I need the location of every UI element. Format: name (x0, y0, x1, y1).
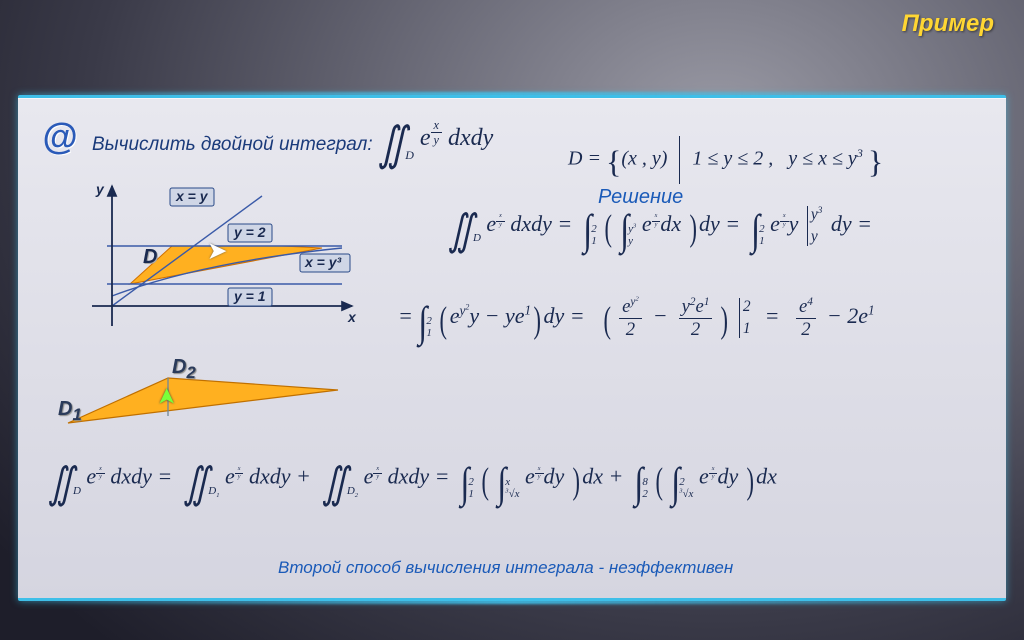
at-icon: @ (42, 116, 77, 158)
content-panel: @ Вычислить двойной интеграл: ∬ D exy dx… (18, 95, 1006, 601)
domain-definition: D = {(x , y) 1 ≤ y ≤ 2 , y ≤ x ≤ y3 } (568, 136, 883, 184)
region-D-label: D (143, 246, 157, 269)
problem-integral: ∬ D exy dxdy (378, 118, 493, 165)
D1-label: D1 (58, 398, 82, 425)
D2-label: D2 (172, 356, 196, 383)
svg-text:y = 2: y = 2 (233, 224, 266, 240)
svg-text:y: y (95, 181, 105, 197)
svg-text:y = 1: y = 1 (233, 288, 266, 304)
solution-step-1: ∬D exy dxdy = ∫21 ( ∫y3y exydx )dy = ∫21… (448, 206, 872, 250)
arrow-icon: ➤ (208, 238, 226, 264)
footnote: Второй способ вычисления интеграла - неэ… (278, 558, 733, 578)
split-region-diagram (48, 368, 348, 438)
svg-text:x: x (347, 309, 357, 325)
svg-text:x = y: x = y (175, 188, 209, 204)
problem-text: Вычислить двойной интеграл: (92, 134, 373, 156)
arrow-up-icon: ➤ (154, 388, 179, 405)
alternative-method: ∬D exy dxdy = ∬D1 exy dxdy + ∬D2 exy dxd… (48, 460, 777, 503)
solution-step-2: = ∫21 (ey2y − ye1)dy = ( ey22 − y2e12 ) … (398, 296, 875, 342)
slide-title: Пример (902, 10, 994, 38)
svg-text:x = y³: x = y³ (304, 254, 342, 270)
